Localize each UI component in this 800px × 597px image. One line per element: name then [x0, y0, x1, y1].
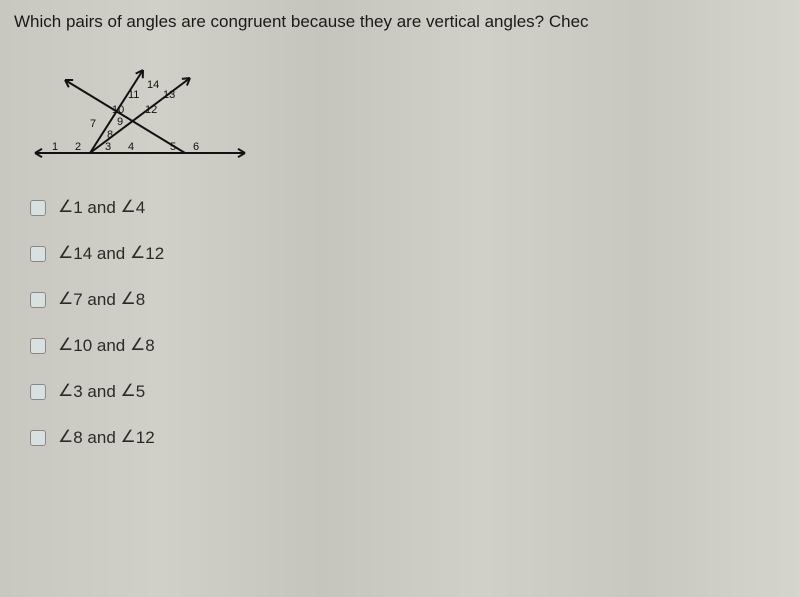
svg-text:9: 9: [117, 116, 123, 128]
option-label: ∠14 and ∠12: [58, 244, 164, 264]
option-checkbox[interactable]: [30, 430, 46, 446]
svg-text:3: 3: [105, 141, 111, 153]
answer-option: ∠10 and ∠8: [30, 336, 800, 356]
option-checkbox[interactable]: [30, 246, 46, 262]
answer-option: ∠8 and ∠12: [30, 428, 800, 448]
option-checkbox[interactable]: [30, 292, 46, 308]
option-label: ∠1 and ∠4: [58, 198, 145, 218]
option-label: ∠8 and ∠12: [58, 428, 155, 448]
option-checkbox[interactable]: [30, 384, 46, 400]
diagram-container: 1234567891011121314: [0, 40, 800, 188]
svg-text:4: 4: [128, 141, 134, 153]
answer-option: ∠14 and ∠12: [30, 244, 800, 264]
svg-text:6: 6: [193, 141, 199, 153]
option-checkbox[interactable]: [30, 200, 46, 216]
svg-text:7: 7: [90, 118, 96, 130]
svg-text:13: 13: [163, 89, 175, 101]
option-label: ∠3 and ∠5: [58, 382, 145, 402]
svg-text:12: 12: [145, 104, 157, 116]
answer-option: ∠1 and ∠4: [30, 198, 800, 218]
answer-option: ∠7 and ∠8: [30, 290, 800, 310]
answer-options: ∠1 and ∠4 ∠14 and ∠12 ∠7 and ∠8 ∠10 and ∠8 ∠…: [0, 188, 800, 448]
angle-diagram: 1234567891011121314: [30, 58, 250, 173]
svg-text:1: 1: [52, 141, 58, 153]
option-label: ∠7 and ∠8: [58, 290, 145, 310]
svg-text:8: 8: [107, 129, 113, 141]
svg-text:5: 5: [170, 141, 176, 153]
svg-text:11: 11: [128, 89, 139, 101]
svg-text:10: 10: [112, 104, 124, 116]
answer-option: ∠3 and ∠5: [30, 382, 800, 402]
question-text: Which pairs of angles are congruent beca…: [0, 0, 800, 40]
svg-text:2: 2: [75, 141, 81, 153]
option-checkbox[interactable]: [30, 338, 46, 354]
option-label: ∠10 and ∠8: [58, 336, 155, 356]
svg-text:14: 14: [147, 79, 159, 91]
